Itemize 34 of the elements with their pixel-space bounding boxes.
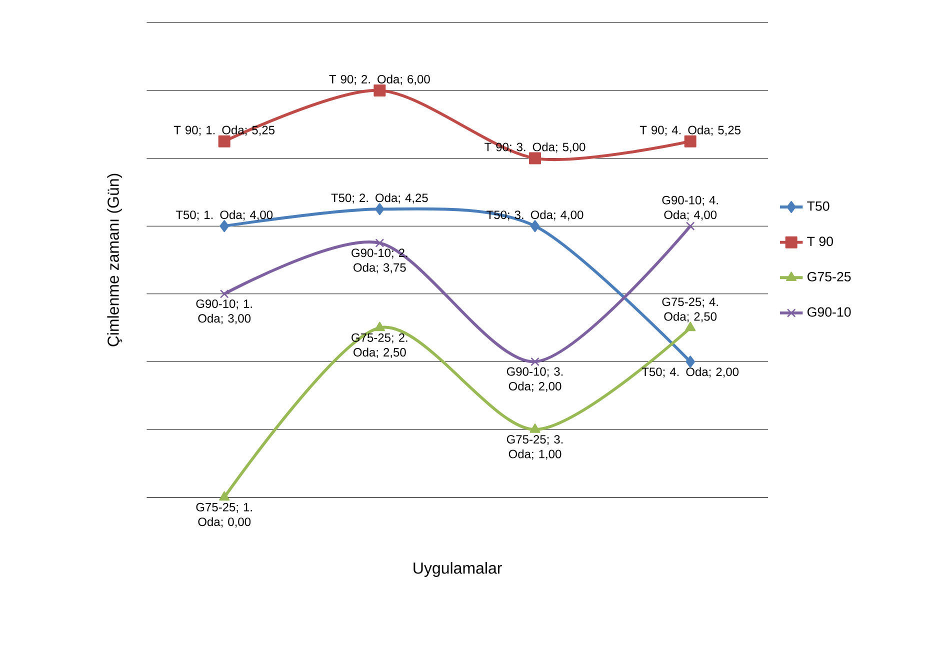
data-label: G90-10; 4. Oda; 4,00 [662, 196, 718, 220]
point [375, 238, 384, 248]
point [530, 220, 540, 232]
data-label: T50; 2. Oda; 4,25 [331, 193, 428, 204]
legend-label: G75-25 [808, 272, 851, 282]
point [374, 84, 386, 96]
data-label: G90-10; 3. Oda; 2,00 [506, 367, 563, 392]
legend-label: T 90 [807, 236, 833, 246]
data-label: T50; 1. Oda; 4,00 [176, 210, 273, 220]
point [374, 322, 385, 332]
point [684, 135, 696, 148]
data-label: T 90; 1. Oda; 5,25 [174, 125, 275, 136]
data-label: T50; 4. Oda; 2,00 [642, 367, 739, 378]
point [530, 357, 540, 366]
data-label: T 90; 2. Oda; 6,00 [329, 74, 430, 85]
point [686, 222, 695, 231]
point [685, 322, 696, 332]
y-axis-title: Çimlenme zamanı (Gün) [107, 174, 122, 346]
data-label: G75-25; 3. Oda; 1,00 [506, 435, 563, 460]
data-label: G75-25; 4. Oda; 2,50 [662, 298, 718, 322]
point [529, 152, 542, 164]
point [219, 491, 230, 501]
legend-label: G90-10 [808, 307, 851, 317]
point [686, 356, 696, 368]
point [218, 135, 230, 148]
data-label: G90-10; 1. Oda; 3,00 [196, 299, 252, 324]
point [220, 289, 229, 298]
x-axis-title: Uygulamalar [414, 562, 502, 577]
data-label: G75-25; 1. Oda; 0,00 [196, 502, 252, 528]
point [375, 203, 384, 216]
data-label: T 90; 4. Oda; 5,25 [640, 125, 741, 136]
point [220, 220, 230, 232]
point [530, 424, 540, 433]
legend-label: T50 [807, 201, 830, 211]
